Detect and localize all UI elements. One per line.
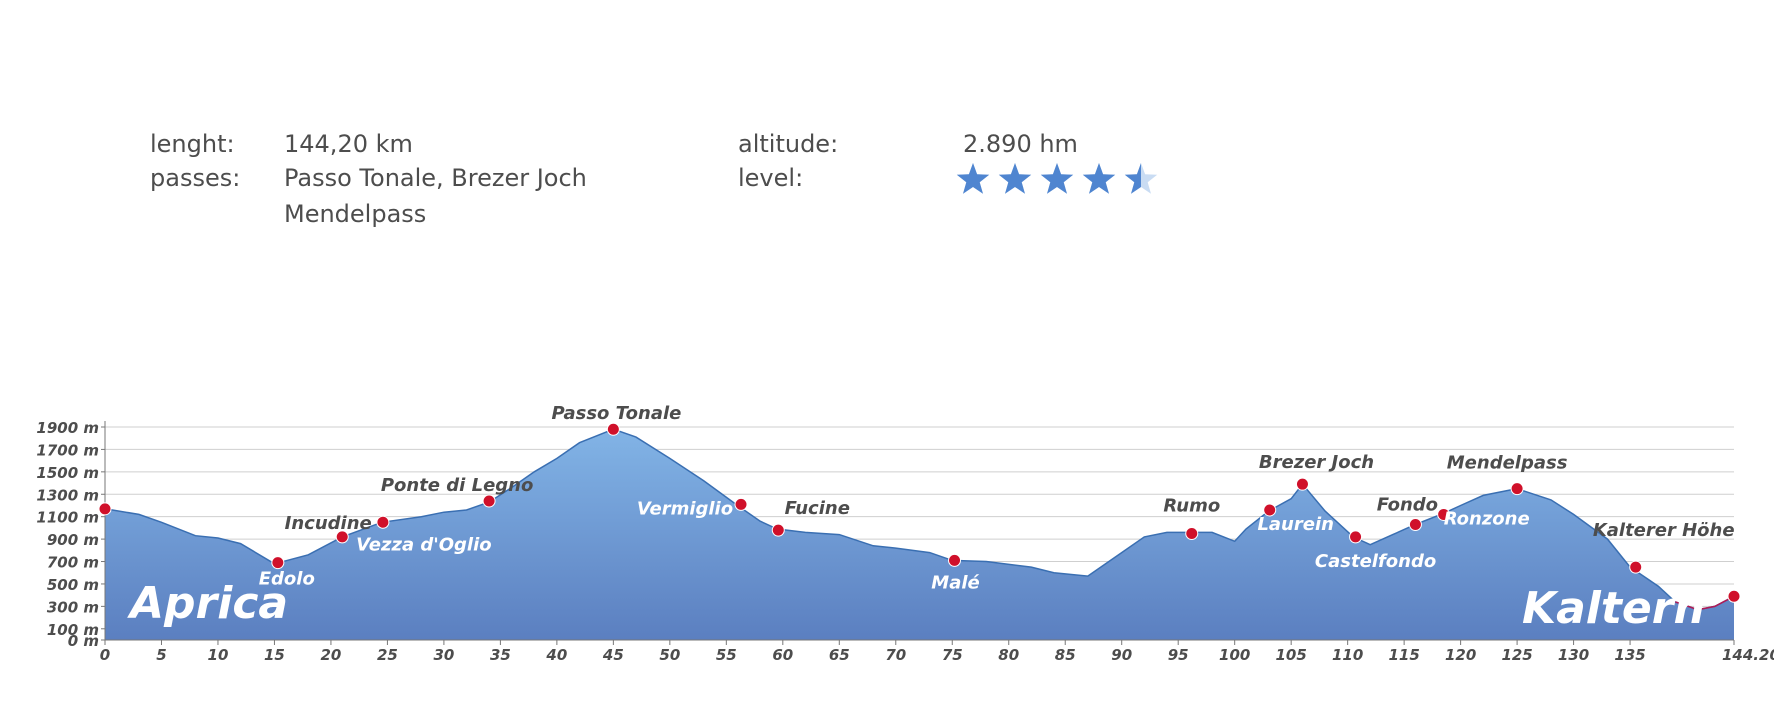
waypoint-markers — [98, 422, 1741, 603]
y-tick-label: 1700 m — [36, 441, 99, 459]
x-tick-label: 75 — [942, 646, 963, 664]
waypoint-marker — [1437, 507, 1451, 521]
waypoint-label: Vezza d'Oglio — [356, 534, 491, 555]
y-tick-label: 700 m — [47, 554, 99, 572]
star-filled-icon — [956, 163, 990, 194]
x-tick-label: 144.20 km — [1722, 646, 1774, 664]
x-tick-label: 50 — [659, 646, 680, 664]
star-filled-icon — [1082, 163, 1116, 194]
y-tick-label: 100 m — [47, 621, 99, 639]
x-tick-label: 85 — [1055, 646, 1076, 664]
y-tick-label: 1100 m — [36, 509, 99, 527]
x-tick-label: 80 — [998, 646, 1019, 664]
waypoint-marker — [335, 530, 349, 544]
waypoint-marker — [606, 422, 620, 436]
altitude-label: altitude: — [738, 130, 839, 158]
x-tick-label: 90 — [1111, 646, 1132, 664]
waypoint-label: Vermiglio — [637, 498, 733, 519]
level-stars — [956, 163, 1158, 194]
star-filled-icon — [998, 163, 1032, 194]
star-filled-icon — [1124, 163, 1141, 194]
waypoint-marker — [271, 556, 285, 570]
waypoint-label: Castelfondo — [1315, 551, 1436, 572]
x-tick-label: 55 — [716, 646, 737, 664]
x-tick-label: 25 — [377, 646, 398, 664]
x-tick-label: 65 — [829, 646, 850, 664]
waypoint-label: Ponte di Legno — [381, 475, 534, 496]
y-tick-label: 300 m — [47, 598, 99, 616]
x-tick-label: 20 — [320, 646, 341, 664]
waypoint-label: Ronzone — [1444, 508, 1530, 529]
star-filled-icon — [1040, 163, 1074, 194]
profile-end-segment — [1675, 595, 1735, 611]
x-tick-label: 15 — [264, 646, 285, 664]
x-tick-label: 60 — [772, 646, 793, 664]
x-tick-label: 110 — [1332, 646, 1363, 664]
altitude-value: 2.890 hm — [963, 130, 1078, 158]
x-tick-label: 10 — [208, 646, 229, 664]
waypoint-marker — [734, 497, 748, 511]
waypoint-marker — [948, 553, 962, 567]
waypoint-marker — [1629, 560, 1643, 574]
y-tick-label: 1900 m — [36, 419, 99, 437]
waypoint-label: Laurein — [1257, 514, 1334, 535]
x-tick-label: 115 — [1388, 646, 1419, 664]
waypoint-marker — [1510, 482, 1524, 496]
x-tick-label: 45 — [602, 646, 624, 664]
y-tick-label: 1500 m — [36, 464, 99, 482]
profile-line — [104, 428, 1735, 611]
waypoint-label: Fucine — [785, 498, 850, 519]
x-tick-label: 5 — [156, 646, 166, 664]
waypoint-label: Incudine — [285, 513, 372, 534]
length-value: 144,20 km — [284, 130, 413, 158]
y-tick-label: 500 m — [47, 576, 99, 594]
waypoint-marker — [1295, 477, 1309, 491]
x-tick-label: 0 — [100, 646, 110, 664]
passes-label: passes: — [150, 164, 241, 192]
waypoint-marker — [376, 515, 390, 529]
y-tick-label: 1300 m — [36, 486, 99, 504]
x-tick-label: 100 — [1219, 646, 1250, 664]
passes-value-line1: Passo Tonale, Brezer Joch — [284, 164, 587, 192]
x-tick-label: 70 — [885, 646, 906, 664]
waypoint-marker — [1263, 503, 1277, 517]
waypoint-label: Rumo — [1163, 496, 1220, 517]
waypoint-marker — [482, 494, 496, 508]
x-tick-label: 125 — [1501, 646, 1532, 664]
waypoint-label: Kalterer Höhe — [1593, 520, 1735, 541]
y-tick-label: 0 m — [68, 632, 99, 650]
length-label: lenght: — [150, 130, 235, 158]
passes-value-line2: Mendelpass — [284, 200, 427, 228]
x-tick-label: 130 — [1558, 646, 1589, 664]
waypoint-label: Brezer Joch — [1259, 452, 1374, 473]
waypoint-label: Malé — [931, 572, 979, 593]
waypoint-label: Edolo — [259, 569, 315, 590]
x-tick-label: 135 — [1614, 646, 1645, 664]
profile-area — [104, 428, 1735, 640]
waypoint-marker — [1727, 589, 1741, 603]
waypoint-marker — [1349, 530, 1363, 544]
x-tick-label: 120 — [1445, 646, 1476, 664]
y-tick-label: 900 m — [47, 531, 99, 549]
start-label: Aprica — [127, 578, 288, 629]
waypoint-marker — [1408, 518, 1422, 532]
profile-fill — [105, 429, 1734, 640]
waypoint-label: Fondo — [1377, 495, 1438, 516]
waypoint-marker — [771, 523, 785, 537]
waypoint-label: Passo Tonale — [551, 403, 681, 424]
waypoint-marker — [98, 502, 112, 516]
x-tick-label: 30 — [433, 646, 454, 664]
x-tick-label: 35 — [490, 646, 511, 664]
waypoint-marker — [1185, 527, 1199, 540]
level-label: level: — [738, 164, 804, 192]
waypoint-label: Mendelpass — [1447, 453, 1568, 474]
x-tick-label: 40 — [545, 646, 567, 664]
x-tick-label: 95 — [1168, 646, 1189, 664]
end-label: Kaltern — [1522, 583, 1705, 634]
x-tick-label: 105 — [1276, 646, 1307, 664]
